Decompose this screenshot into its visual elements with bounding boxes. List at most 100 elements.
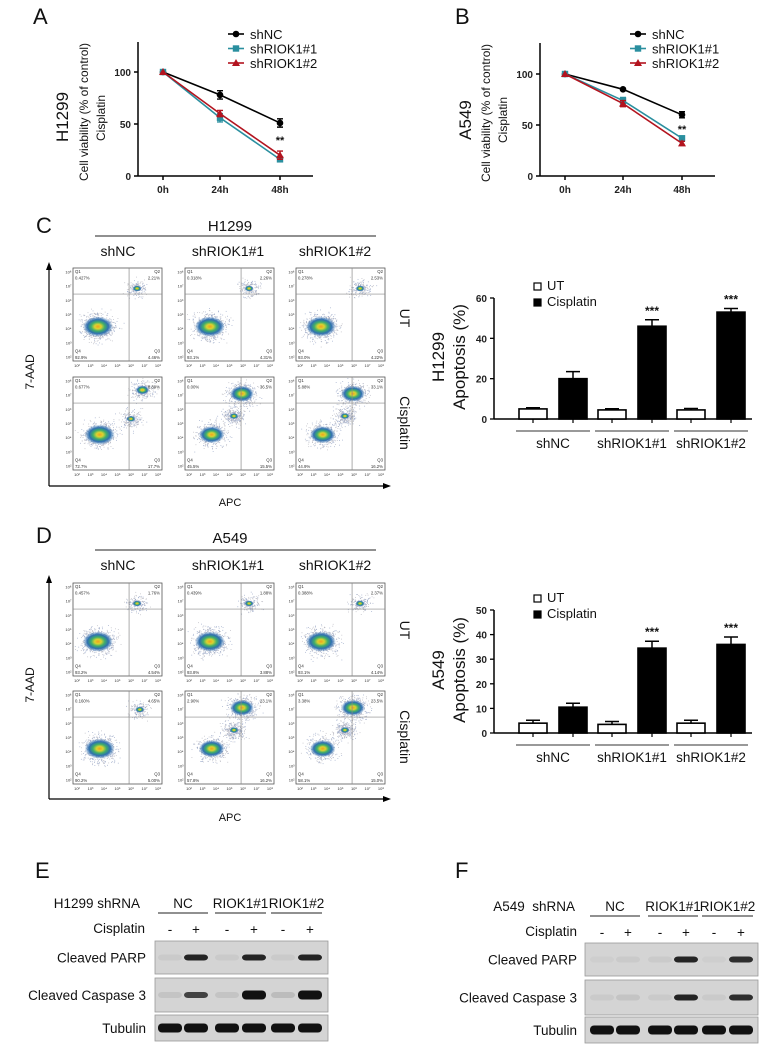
flow-event-dot bbox=[228, 418, 230, 420]
flow-event-dot bbox=[224, 433, 226, 435]
flow-event-dot bbox=[220, 418, 222, 420]
flow-event-dot bbox=[241, 418, 243, 420]
flow-event-dot bbox=[358, 282, 360, 284]
flow-event-dot bbox=[364, 286, 366, 288]
flow-event-dot bbox=[232, 382, 234, 384]
flow-event-dot bbox=[140, 394, 142, 396]
flow-event-dot bbox=[121, 421, 122, 423]
flow-event-dot bbox=[338, 325, 340, 327]
flow-event-dot bbox=[133, 415, 135, 417]
flow-event-dot bbox=[141, 399, 143, 401]
flow-event-dot bbox=[224, 322, 226, 324]
flow-x-tick-label: 10⁵ bbox=[226, 472, 232, 477]
flow-event-dot bbox=[83, 335, 85, 336]
flow-event-dot bbox=[101, 343, 103, 345]
chart-a-point-shriok1-2 bbox=[276, 151, 284, 159]
flow-event-dot bbox=[227, 315, 228, 317]
flow-y-tick-label: 10² bbox=[289, 355, 295, 360]
flow-event-dot bbox=[132, 396, 134, 398]
flow-event-dot bbox=[369, 288, 371, 290]
flow-event-dot bbox=[243, 286, 245, 288]
flow-event-dot bbox=[248, 292, 250, 294]
flow-event-dot bbox=[126, 289, 128, 291]
flow-event-dot bbox=[224, 422, 226, 424]
flow-event-dot bbox=[138, 294, 140, 295]
flow-event-dot bbox=[95, 314, 97, 315]
flow-event-dot bbox=[211, 423, 212, 425]
flow-event-dot bbox=[85, 335, 87, 337]
flow-event-dot bbox=[122, 416, 124, 417]
flow-event-dot bbox=[113, 420, 115, 422]
flow-event-dot bbox=[218, 423, 220, 425]
flow-event-dot bbox=[134, 388, 136, 389]
flow-event-dot bbox=[230, 418, 232, 420]
flow-event-dot bbox=[352, 290, 354, 292]
flow-event-dot bbox=[242, 290, 244, 292]
flow-event-dot bbox=[113, 326, 115, 328]
flow-event-dot bbox=[355, 292, 357, 293]
flow-event-dot bbox=[239, 416, 240, 418]
flow-event-dot bbox=[114, 322, 116, 324]
flow-event-dot bbox=[309, 317, 311, 319]
flow-event-dot bbox=[221, 393, 223, 395]
flow-event-dot bbox=[230, 412, 232, 414]
flow-event-dot bbox=[152, 389, 154, 391]
flow-event-dot bbox=[141, 381, 142, 382]
flow-event-dot bbox=[192, 318, 194, 320]
flow-event-dot bbox=[124, 423, 126, 425]
flow-event-dot bbox=[232, 409, 234, 411]
flow-event-dot bbox=[115, 428, 116, 430]
flow-event-dot bbox=[225, 435, 227, 437]
flow-event-dot bbox=[223, 339, 225, 340]
flow-event-dot bbox=[226, 415, 228, 417]
flow-event-dot bbox=[111, 340, 113, 342]
flow-event-dot bbox=[243, 413, 245, 415]
flow-event-dot bbox=[207, 338, 208, 340]
flow-event-dot bbox=[363, 283, 364, 285]
flow-q4-value: 93.0% bbox=[298, 355, 310, 360]
flow-event-dot bbox=[205, 314, 207, 316]
flow-event-dot bbox=[234, 411, 236, 413]
flow-event-dot bbox=[113, 327, 115, 329]
flow-event-dot bbox=[230, 411, 231, 412]
flow-event-dot bbox=[249, 385, 251, 387]
flow-event-dot bbox=[212, 444, 214, 445]
flow-event-dot bbox=[110, 319, 112, 321]
flow-event-dot bbox=[232, 420, 234, 421]
flow-event-dot bbox=[212, 314, 214, 316]
flow-event-dot bbox=[227, 415, 229, 417]
flow-event-dot bbox=[320, 337, 322, 339]
flow-d-col-shnc: shNC bbox=[100, 557, 135, 573]
flow-event-dot bbox=[97, 314, 98, 315]
flow-event-dot bbox=[80, 437, 82, 438]
flow-event-dot bbox=[194, 330, 195, 332]
flow-event-dot bbox=[214, 314, 215, 315]
flow-event-dot bbox=[95, 343, 97, 345]
flow-event-dot bbox=[196, 331, 198, 333]
flow-event-dot bbox=[133, 284, 135, 285]
flow-event-dot bbox=[215, 316, 216, 317]
flow-event-dot bbox=[214, 313, 215, 315]
flow-c-plot-ut-shriok1-2: Q10.278%Q22.53%Q34.22%Q493.0%10²10²10³10… bbox=[288, 267, 386, 368]
flow-event-dot bbox=[230, 317, 232, 319]
flow-event-dot bbox=[241, 383, 243, 385]
panel-d-cell-line: A549 bbox=[212, 530, 247, 547]
flow-event-dot bbox=[249, 405, 251, 407]
flow-event-dot bbox=[250, 284, 252, 286]
flow-event-dot bbox=[340, 331, 342, 333]
flow-event-dot bbox=[303, 322, 305, 324]
flow-event-dot bbox=[129, 285, 131, 287]
flow-event-dot bbox=[303, 323, 305, 325]
flow-event-dot bbox=[81, 435, 83, 437]
flow-event-dot bbox=[358, 296, 360, 298]
flow-event-dot bbox=[197, 333, 199, 335]
flow-event-dot bbox=[228, 319, 230, 321]
flow-event-dot bbox=[132, 414, 134, 416]
flow-x-tick-label: 10³ bbox=[200, 472, 206, 477]
flow-event-dot bbox=[201, 312, 203, 314]
flow-x-tick-label: 10² bbox=[186, 363, 192, 368]
flow-event-dot bbox=[245, 284, 247, 286]
flow-event-dot bbox=[229, 422, 231, 424]
bar-d-ut-shnc bbox=[518, 722, 548, 734]
